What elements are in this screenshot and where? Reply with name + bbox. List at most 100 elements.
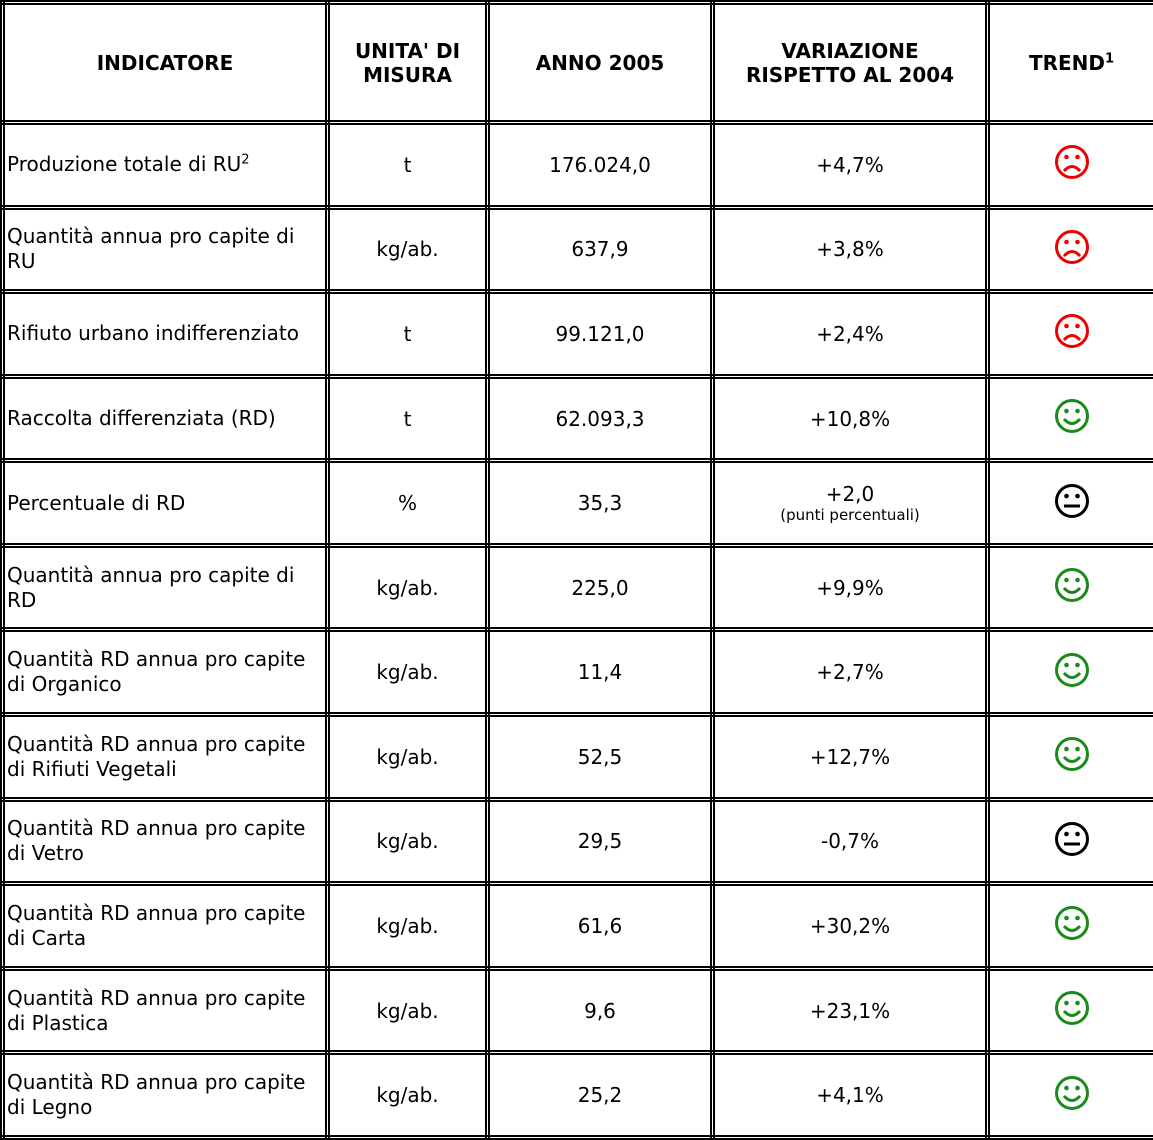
cell-text: 29,5	[577, 829, 623, 854]
table-row: Quantità RD annua pro capite di Vetro kg/…	[0, 796, 1153, 887]
data-cell: 225,0	[485, 542, 715, 633]
indicator-cell: Percentuale di RD	[0, 458, 330, 548]
trend-icon-neutral	[1054, 821, 1090, 857]
trend-cell	[985, 796, 1153, 887]
cell-text: TREND	[1028, 50, 1105, 75]
cell-text: +4,1%	[816, 1083, 884, 1108]
header-cell: TREND1	[985, 0, 1153, 125]
cell-text: 52,5	[577, 744, 623, 769]
table-row: Percentuale di RD% 35,3 +2,0 (punti percent…	[0, 458, 1153, 548]
cell-text: kg/ab.	[376, 998, 439, 1023]
trend-icon-happy	[1054, 905, 1090, 941]
cell-text: 25,2	[577, 1083, 623, 1108]
trend-icon-happy	[1054, 652, 1090, 688]
cell-note: (punti percentuali)	[780, 506, 920, 525]
data-cell: +10,8%	[710, 373, 990, 464]
cell-text: +4,7%	[816, 152, 884, 177]
indicator-cell: Quantità RD annua pro capite di Legno	[0, 1050, 330, 1140]
header-cell: UNITA' DI MISURA	[325, 0, 490, 125]
trend-icon-happy	[1054, 398, 1090, 434]
cell-text: -0,7%	[820, 829, 880, 854]
table-row: Quantità RD annua pro capite di Plastica…	[0, 965, 1153, 1056]
trend-cell	[985, 1050, 1153, 1140]
data-cell: +2,0 (punti percentuali)	[710, 458, 990, 548]
cell-text: kg/ab.	[376, 660, 439, 685]
data-cell: kg/ab.	[325, 1050, 490, 1140]
cell-text: Quantità RD annua pro capite di Plastica	[7, 985, 306, 1035]
cell-text: kg/ab.	[376, 829, 439, 854]
header-cell: ANNO 2005	[485, 0, 715, 125]
header-cell: VARIAZIONE RISPETTO AL 2004	[710, 0, 990, 125]
data-cell: t	[325, 373, 490, 464]
trend-cell	[985, 120, 1153, 210]
data-cell: 9,6	[485, 965, 715, 1056]
cell-text: kg/ab.	[376, 744, 439, 769]
data-cell: +3,8%	[710, 204, 990, 295]
cell-text: Quantità annua pro capite di RD	[7, 562, 295, 612]
data-cell: kg/ab.	[325, 542, 490, 633]
trend-icon-happy	[1054, 1075, 1090, 1111]
data-cell: t	[325, 289, 490, 379]
cell-text: %	[397, 491, 417, 516]
trend-cell	[985, 627, 1153, 718]
cell-text: t	[403, 406, 412, 431]
cell-text: INDICATORE	[96, 50, 234, 75]
table-row: Quantità RD annua pro capite di Rifiuti …	[0, 712, 1153, 802]
trend-cell	[985, 373, 1153, 464]
footnote-mark: 2	[241, 152, 250, 168]
cell-text: Quantità RD annua pro capite di Rifiuti …	[7, 731, 306, 781]
table-row: Quantità RD annua pro capite di Legno kg/…	[0, 1050, 1153, 1140]
header-cell: INDICATORE	[0, 0, 330, 125]
cell-text: +10,8%	[809, 406, 891, 431]
data-cell: kg/ab.	[325, 627, 490, 718]
cell-text: 225,0	[571, 575, 629, 600]
data-cell: kg/ab.	[325, 881, 490, 971]
table-row: Quantità annua pro capite di RD kg/ab. 225…	[0, 542, 1153, 633]
cell-text: UNITA' DI MISURA	[354, 38, 461, 87]
cell-text: +12,7%	[809, 744, 891, 769]
data-cell: 637,9	[485, 204, 715, 295]
trend-icon-happy	[1054, 990, 1090, 1026]
indicator-cell: Quantità annua pro capite di RD	[0, 542, 330, 633]
trend-cell	[985, 542, 1153, 633]
cell-text: kg/ab.	[376, 1083, 439, 1108]
cell-text: t	[403, 321, 412, 346]
data-cell: kg/ab.	[325, 204, 490, 295]
data-cell: 11,4	[485, 627, 715, 718]
cell-text: Raccolta differenziata (RD)	[7, 406, 276, 431]
indicator-cell: Quantità annua pro capite di RU	[0, 204, 330, 295]
data-cell: +2,4%	[710, 289, 990, 379]
data-cell: +4,7%	[710, 120, 990, 210]
cell-text: t	[403, 152, 412, 177]
trend-cell	[985, 965, 1153, 1056]
indicator-cell: Quantità RD annua pro capite di Organico	[0, 627, 330, 718]
data-cell: t	[325, 120, 490, 210]
cell-text: Quantità RD annua pro capite di Carta	[7, 900, 306, 950]
cell-text: 9,6	[584, 998, 616, 1023]
data-cell: kg/ab.	[325, 712, 490, 802]
data-cell: 61,6	[485, 881, 715, 971]
cell-text: VARIAZIONE RISPETTO AL 2004	[745, 38, 955, 87]
trend-cell	[985, 881, 1153, 971]
data-cell: +30,2%	[710, 881, 990, 971]
cell-text: kg/ab.	[376, 237, 439, 262]
table-row: Rifiuto urbano indifferenziato t 99.121,0 +…	[0, 289, 1153, 379]
indicator-cell: Raccolta differenziata (RD)	[0, 373, 330, 464]
cell-text: +30,2%	[809, 913, 891, 938]
cell-text: 61,6	[577, 913, 623, 938]
cell-text: +2,0	[825, 482, 875, 507]
data-cell: 176.024,0	[485, 120, 715, 210]
data-cell: +4,1%	[710, 1050, 990, 1140]
cell-text: Quantità RD annua pro capite di Vetro	[7, 816, 306, 866]
cell-text: Produzione totale di RU	[7, 152, 242, 177]
footnote-mark: 1	[1105, 50, 1115, 66]
data-cell: %	[325, 458, 490, 548]
cell-text: kg/ab.	[376, 575, 439, 600]
data-cell: 52,5	[485, 712, 715, 802]
cell-text-wrap: VARIAZIONE RISPETTO AL 2004	[730, 39, 970, 87]
cell-text: Percentuale di RD	[7, 490, 186, 515]
trend-icon-sad	[1054, 144, 1090, 180]
data-cell: 25,2	[485, 1050, 715, 1140]
